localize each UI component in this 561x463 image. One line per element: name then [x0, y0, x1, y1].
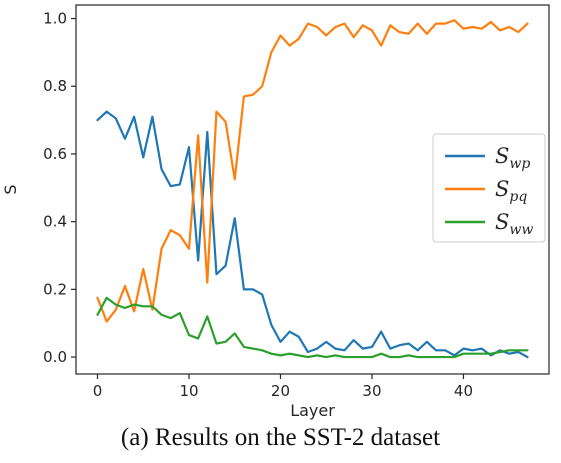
axes-frame — [75, 4, 550, 375]
x-axis-ticks: 0 10 20 30 40 — [93, 374, 473, 400]
figure-caption: (a) Results on the SST-2 dataset — [120, 424, 441, 451]
series-lines — [96, 19, 529, 359]
legend-label-ww: Sww — [495, 210, 533, 238]
y-tick-label: 0.2 — [43, 280, 67, 298]
legend-label-base: S — [495, 177, 509, 201]
y-tick-label: 0.6 — [43, 145, 67, 163]
series-line-pq — [96, 19, 529, 323]
series-line-ww — [96, 296, 529, 359]
y-tick-label: 0.4 — [43, 213, 67, 231]
legend-label-subscript: ww — [509, 222, 533, 238]
legend-label-base: S — [495, 210, 509, 234]
legend-label-subscript: pq — [509, 189, 527, 205]
x-tick-label: 40 — [454, 382, 473, 400]
x-tick-label: 20 — [271, 382, 290, 400]
y-tick-label: 0.0 — [43, 348, 67, 366]
x-tick-label: 0 — [93, 382, 103, 400]
y-axis-title: S — [1, 184, 20, 194]
legend-label-subscript: wp — [509, 156, 530, 172]
x-axis-title: Layer — [290, 401, 335, 420]
x-tick-label: 10 — [179, 382, 198, 400]
legend-label-wp: Swp — [495, 144, 530, 172]
legend-label-pq: Spq — [495, 177, 527, 205]
x-tick-label: 30 — [362, 382, 381, 400]
series-line-wp — [96, 110, 529, 359]
y-axis-ticks: 0.0 0.2 0.4 0.6 0.8 1.0 — [43, 10, 76, 366]
y-tick-label: 0.8 — [43, 77, 67, 95]
y-tick-label: 1.0 — [43, 10, 67, 28]
legend-label-base: S — [495, 144, 509, 168]
legend-box — [432, 133, 546, 243]
plot-area-border — [75, 4, 550, 375]
